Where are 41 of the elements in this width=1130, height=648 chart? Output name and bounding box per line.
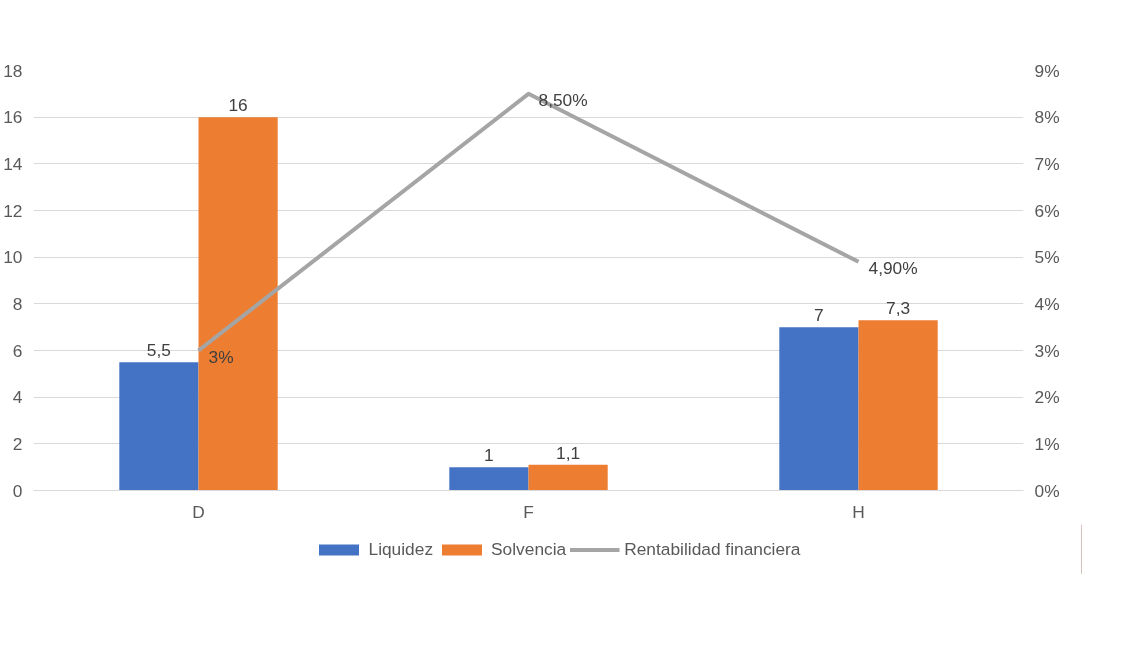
data-label: 5,5 — [146, 340, 171, 361]
y-tick-label: 18 — [3, 60, 23, 81]
y-tick-label: 16 — [3, 107, 23, 128]
bar — [779, 327, 859, 491]
bar — [198, 117, 278, 491]
y2-tick-label: 4% — [1034, 293, 1060, 314]
y-tick-label: 0 — [12, 480, 23, 501]
legend-label: Solvencia — [491, 538, 567, 560]
data-label: 3% — [208, 346, 234, 367]
y2-tick-label: 7% — [1034, 153, 1060, 174]
bar — [449, 467, 529, 491]
y2-tick-label: 0% — [1034, 480, 1060, 501]
y-tick-label: 4 — [12, 387, 23, 408]
x-tick-label: H — [852, 501, 865, 522]
y2-tick-label: 5% — [1034, 247, 1060, 268]
y2-tick-label: 3% — [1034, 340, 1060, 361]
y2-tick-label: 1% — [1034, 433, 1060, 454]
y2-tick-label: 6% — [1034, 200, 1060, 221]
data-label: 7 — [814, 305, 824, 326]
bar — [528, 464, 608, 491]
data-label: 16 — [228, 95, 248, 116]
y-tick-label: 8 — [12, 293, 23, 314]
x-tick-label: F — [523, 501, 534, 522]
x-tick-label: D — [192, 501, 205, 522]
data-label: 8,50% — [538, 89, 588, 110]
data-label: 7,3 — [886, 298, 911, 319]
y-tick-label: 10 — [3, 247, 23, 268]
legend-label: Liquidez — [368, 538, 434, 560]
y-tick-label: 2 — [12, 433, 23, 454]
data-label: 4,90% — [868, 257, 918, 278]
y2-tick-label: 8% — [1034, 107, 1060, 128]
data-label: 1 — [484, 445, 494, 466]
y-tick-label: 6 — [12, 340, 23, 361]
bar — [858, 320, 938, 491]
y2-tick-label: 2% — [1034, 387, 1060, 408]
legend-label: Rentabilidad financiera — [624, 538, 801, 560]
bar — [119, 362, 199, 491]
y-tick-label: 14 — [3, 153, 23, 174]
y2-tick-label: 9% — [1034, 60, 1060, 81]
y-tick-label: 12 — [3, 200, 23, 221]
data-label: 1,1 — [556, 442, 581, 463]
